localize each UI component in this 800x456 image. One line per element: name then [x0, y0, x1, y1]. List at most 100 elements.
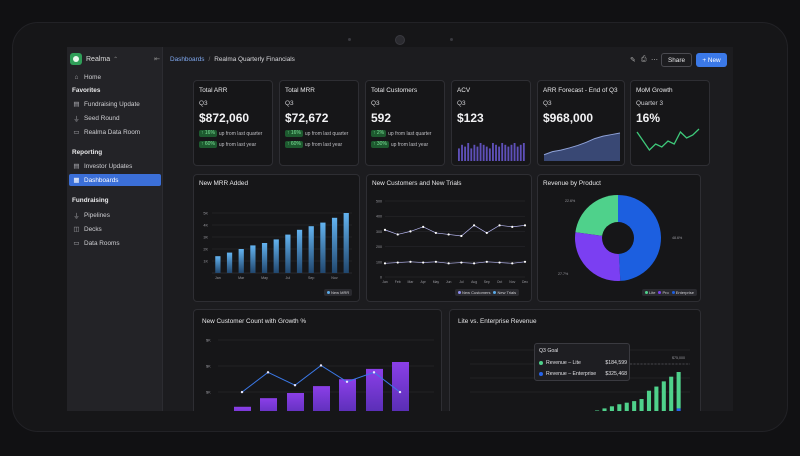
new-mrr-card: New MRR Added 1K 2K 3K 4K 5K Jan Mar May Jul Sep N… [193, 174, 360, 302]
chart-legend[interactable]: Lite Pro Enterprise [642, 289, 697, 296]
customer-growth-card: New Customer Count with Growth % $K $K $K [193, 309, 442, 411]
slice-label: 22.6% [565, 199, 576, 203]
mrr-bar [215, 256, 221, 273]
kpi-card-mom-growth[interactable]: MoM Growth Quarter 3 16% [630, 80, 710, 166]
collapse-sidebar-icon[interactable]: ⇤ [154, 56, 160, 63]
customer-growth-chart: $K $K $K [206, 339, 434, 411]
acv-bar [501, 143, 504, 161]
lite-bar [602, 408, 607, 411]
data-point [409, 230, 412, 233]
x-tick-label: Jul [286, 276, 291, 280]
x-tick-label: Jul [459, 280, 464, 284]
data-point [447, 233, 450, 236]
legend-item: New MRR [327, 290, 349, 295]
customer-bar [392, 362, 409, 411]
forecast-line [543, 132, 621, 156]
kpi-card-total-mrr[interactable]: Total MRR Q3 $72,672 ↑ 16% up from last q… [279, 80, 359, 166]
chart-legend[interactable]: New MRR [324, 289, 353, 296]
acv-bar [470, 148, 473, 161]
y-tick-label: 4K [203, 224, 208, 228]
x-tick-label: Nov [331, 276, 338, 280]
acv-bar [507, 146, 510, 161]
sidebar-item-dashboards[interactable]: ▦ Dashboards [69, 174, 161, 186]
series-line [384, 224, 526, 237]
funnel-icon: ⏚ [73, 116, 80, 123]
legend-item: Enterprise [671, 290, 694, 295]
lite-enterprise-card: Lite vs. Enterprise Revenue $75,000 Q3 G… [449, 309, 701, 411]
kpi-change: ↑ 60% up from last year [199, 141, 257, 148]
share-button[interactable]: Share [661, 53, 692, 67]
kpi-value: 16% [636, 111, 661, 125]
new-button[interactable]: + New [696, 53, 727, 67]
data-point [460, 261, 463, 264]
document-icon: ▤ [73, 163, 80, 170]
sidebar-item-home[interactable]: ⌂ Home [69, 71, 161, 83]
growth-point [372, 371, 376, 374]
chart-title: Revenue by Product [543, 180, 601, 187]
growth-point [240, 390, 244, 394]
document-icon: ▤ [73, 101, 80, 108]
legend-item: Pro [658, 290, 669, 295]
mrr-bar [296, 229, 303, 273]
workspace-switcher[interactable]: Realma ⌃ ⇤ [70, 52, 160, 66]
kpi-change: ↑ 16% up from last quarter [199, 130, 263, 137]
kpi-card-acv[interactable]: ACV Q3 $123 [451, 80, 531, 166]
breadcrumb-root[interactable]: Dashboards [170, 56, 205, 63]
more-icon[interactable]: ⋯ [651, 57, 658, 64]
change-badge: ↑ 60% [199, 141, 217, 148]
data-point [422, 261, 425, 264]
kpi-quarter: Quarter 3 [636, 100, 663, 107]
y-tick-label: 0 [380, 276, 382, 280]
acv-bar [461, 144, 463, 161]
sidebar-item-label: Seed Round [84, 114, 120, 122]
acv-bar [498, 146, 501, 161]
kpi-quarter: Q3 [543, 100, 552, 107]
goal-label: $75,000 [672, 356, 685, 360]
x-tick-label: Jun [446, 280, 452, 284]
acv-bar [485, 146, 488, 161]
fundraising-heading: Fundraising [72, 197, 109, 204]
mrr-bar [261, 243, 268, 273]
chart-title: New Customer Count with Growth % [202, 318, 307, 325]
lite-bar [669, 376, 674, 411]
sidebar-item-data-room[interactable]: ▭ Realma Data Room [69, 126, 161, 138]
acv-bar [519, 144, 522, 161]
sidebar-item-seed-round[interactable]: ⏚ Seed Round [69, 112, 161, 124]
app-screen: Realma ⌃ ⇤ ⌂ Home Favorites ▤ Fundraisin… [67, 47, 733, 411]
sidebar-item-fundraising-update[interactable]: ▤ Fundraising Update [69, 98, 161, 110]
kpi-card-arr-forecast[interactable]: ARR Forecast - End of Q3 Q3 $968,000 [537, 80, 625, 166]
print-icon[interactable]: ⎙ [641, 56, 647, 63]
data-point [511, 225, 514, 228]
acv-bar [467, 143, 470, 161]
kpi-title: ACV [457, 87, 471, 94]
sidebar-item-data-rooms[interactable]: ▭ Data Rooms [69, 237, 161, 249]
acv-sparkline [458, 143, 525, 161]
sidebar-item-investor-updates[interactable]: ▤ Investor Updates [69, 160, 161, 172]
series-line [384, 261, 526, 264]
page-title: Realma Quarterly Financials [214, 56, 295, 63]
sidebar-item-pipelines[interactable]: ⏚ Pipelines [69, 209, 161, 221]
customer-bar [366, 368, 383, 411]
favorites-heading: Favorites [72, 87, 101, 94]
y-tick-label: 500 [376, 200, 382, 204]
kpi-card-total-customers[interactable]: Total Customers Q3 592 ↑ 2% up from last … [365, 80, 445, 166]
kpi-card-total-arr[interactable]: Total ARR Q3 $872,060 ↑ 16% up from last … [193, 80, 273, 166]
chart-legend[interactable]: New Customers New Trials [455, 289, 520, 296]
lite-bar [676, 372, 681, 409]
kpi-change: ↑ 30% up from last year [371, 141, 429, 148]
pin-icon[interactable]: ✎ [630, 57, 636, 64]
reporting-heading: Reporting [72, 149, 103, 156]
change-badge: ↑ 30% [371, 141, 389, 148]
breadcrumb-separator: / [208, 56, 211, 63]
chart-tooltip: Q3 Goal Revenue – Lite $184,599 Revenue –… [534, 343, 630, 381]
slice-label: 48.6% [672, 236, 683, 240]
acv-bar [495, 144, 497, 161]
kpi-title: Total Customers [371, 87, 418, 94]
sidebar-item-label: Home [84, 73, 102, 81]
mrr-bar [320, 222, 326, 273]
revenue-product-chart: 22.6% 48.6% 27.7% [558, 195, 683, 281]
y-tick-label: 400 [376, 215, 382, 219]
sidebar-item-decks[interactable]: ◫ Decks [69, 223, 161, 235]
sensor-dot [348, 38, 351, 41]
kpi-value: $123 [457, 111, 484, 125]
